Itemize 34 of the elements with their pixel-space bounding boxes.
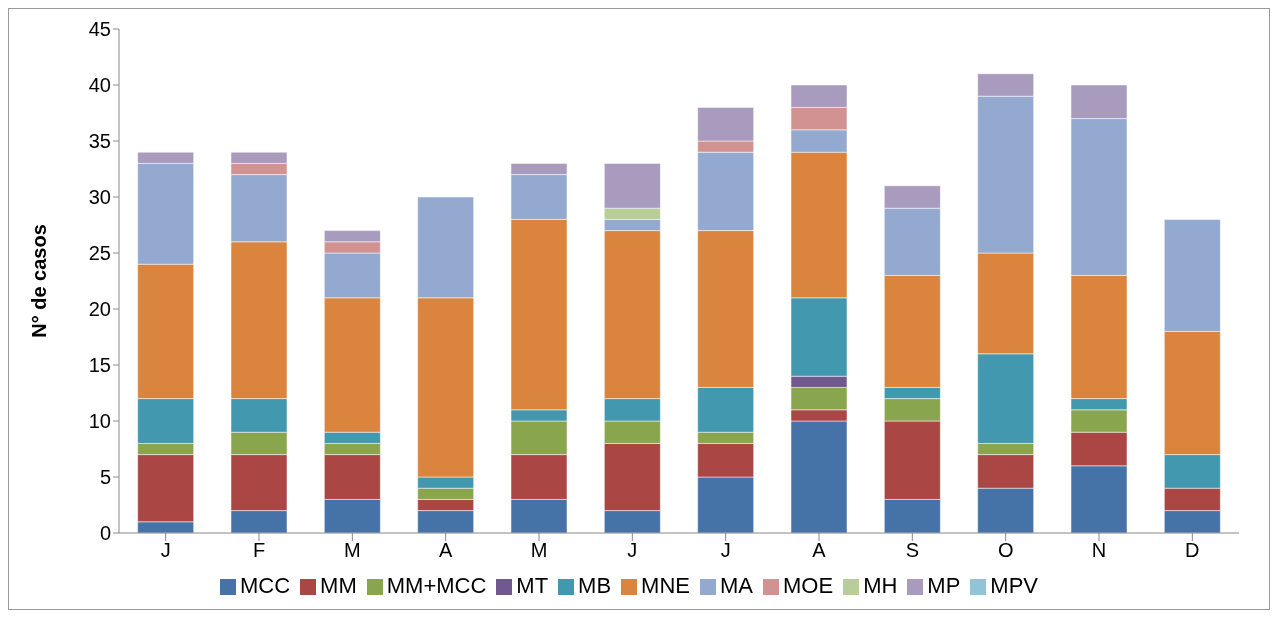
- y-tick-label: 15: [88, 354, 111, 377]
- x-tick-label: J: [720, 539, 731, 562]
- legend-label: MOE: [783, 573, 834, 598]
- legend-label: MT: [516, 573, 549, 598]
- y-tick-label: 5: [99, 466, 111, 489]
- x-tick-label: M: [530, 539, 548, 562]
- legend-label: MPV: [990, 573, 1039, 598]
- y-tick-label: 10: [88, 410, 111, 433]
- x-tick-label: M: [344, 539, 361, 562]
- legend-label: MA: [720, 573, 753, 598]
- y-tick-label: 25: [88, 242, 111, 265]
- x-tick-label: J: [627, 539, 638, 562]
- x-tick-label: A: [438, 539, 453, 562]
- x-tick-label: A: [812, 539, 827, 562]
- x-tick-label: J: [160, 539, 171, 562]
- x-tick-label: O: [997, 539, 1014, 562]
- x-tick-label: F: [252, 539, 266, 562]
- y-tick-label: 30: [88, 186, 111, 209]
- legend-label: MP: [927, 573, 961, 598]
- legend-label: MCC: [239, 573, 291, 598]
- legend-label: MNE: [641, 573, 690, 598]
- x-tick-label: S: [905, 539, 920, 562]
- y-tick-label: 45: [88, 18, 111, 41]
- y-axis-title: N° de casos: [28, 224, 51, 338]
- y-tick-label: 35: [88, 130, 111, 153]
- legend-label: MM+MCC: [386, 573, 487, 598]
- x-tick-label: N: [1091, 539, 1107, 562]
- y-tick-label: 40: [88, 74, 111, 97]
- y-tick-label: 20: [88, 298, 111, 321]
- legend-label: MB: [578, 573, 612, 598]
- y-tick-label: 0: [99, 522, 111, 545]
- legend-label: MM: [320, 573, 357, 598]
- x-tick-label: D: [1185, 539, 1200, 562]
- legend-label: MH: [863, 573, 898, 598]
